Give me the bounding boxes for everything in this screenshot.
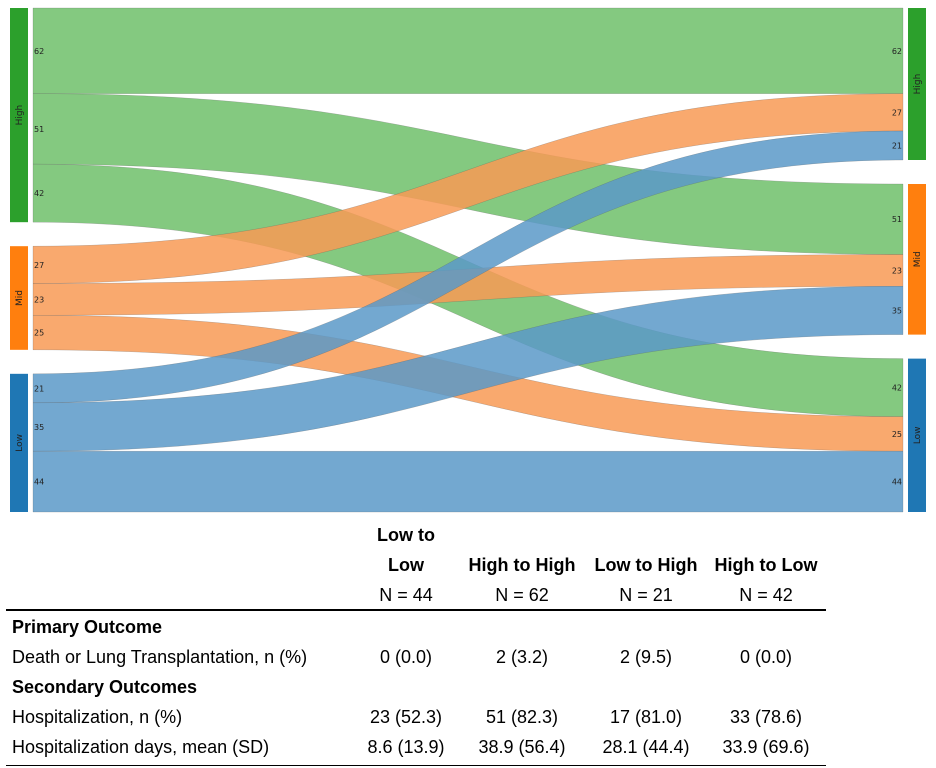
flow-label-left-low-low: 44 xyxy=(34,478,44,487)
flow-label-right-high-low: 42 xyxy=(892,384,902,393)
flow-label-right-low-high: 21 xyxy=(892,141,902,150)
table-cell: 2 (9.5) xyxy=(619,647,673,667)
flow-label-right-mid-high: 27 xyxy=(892,108,902,117)
row-label: Hospitalization days, mean (SD) xyxy=(12,737,270,757)
table-cell: 0 (0.0) xyxy=(739,647,793,667)
right-bar-low xyxy=(908,358,926,512)
header-rule xyxy=(6,609,826,611)
table-header: Low to Low N = 44 High to High N = 62 Low to … xyxy=(0,520,936,610)
column-header-0: Low to Low N = 44 xyxy=(341,520,471,610)
column-n: N = 42 xyxy=(739,585,793,605)
flow-label-right-low-low: 44 xyxy=(892,478,902,487)
sankey-diagram: 62 62 51 51 42 42 27 27 23 23 25 25 21 21 35 35 44 44 High… xyxy=(10,7,926,513)
table-cell: 33.9 (69.6) xyxy=(722,737,810,757)
column-n: N = 44 xyxy=(379,585,433,605)
flow-label-right-mid-mid: 23 xyxy=(892,266,902,275)
left-bar-mid xyxy=(10,246,28,350)
left-bar-label-mid: Mid xyxy=(15,290,25,306)
row-label: Death or Lung Transplantation, n (%) xyxy=(12,647,308,667)
flow-label-right-high-high: 62 xyxy=(892,47,902,56)
right-bar-label-mid: Mid xyxy=(913,251,923,267)
table-cell: 38.9 (56.4) xyxy=(478,737,566,757)
right-bar-mid xyxy=(908,184,926,335)
left-bar-high xyxy=(10,8,28,223)
table-row: Hospitalization, n (%) 23 (52.3) 51 (82.3)… xyxy=(0,702,936,732)
row-label: Secondary Outcomes xyxy=(12,677,198,697)
column-title: Low to xyxy=(377,525,435,545)
column-header-2: Low to High N = 21 xyxy=(581,520,711,610)
bottom-rule xyxy=(6,765,826,766)
column-header-3: High to Low N = 42 xyxy=(701,520,831,610)
left-bar-label-high: High xyxy=(15,105,25,126)
flow-label-right-low-mid: 35 xyxy=(892,306,902,315)
column-title: High to High xyxy=(468,555,576,575)
column-n: N = 21 xyxy=(619,585,673,605)
table-cell: 17 (81.0) xyxy=(609,707,683,727)
column-title: High to Low xyxy=(714,555,818,575)
left-bar-label-low: Low xyxy=(15,434,25,452)
flow-high-to-high xyxy=(32,7,904,94)
table-cell: 23 (52.3) xyxy=(369,707,443,727)
table-row: Hospitalization days, mean (SD) 8.6 (13.9… xyxy=(0,732,936,762)
right-bar-high xyxy=(908,8,926,160)
table-row: Death or Lung Transplantation, n (%) 0 (0… xyxy=(0,642,936,672)
table-cell: 8.6 (13.9) xyxy=(367,737,445,757)
table-cell: 33 (78.6) xyxy=(729,707,803,727)
row-label: Primary Outcome xyxy=(12,617,163,637)
right-bar-label-high: High xyxy=(913,74,923,95)
flow-label-left-low-mid: 35 xyxy=(34,423,44,432)
flow-label-left-low-high: 21 xyxy=(34,384,44,393)
column-header-1: High to High N = 62 xyxy=(457,520,587,610)
row-label: Hospitalization, n (%) xyxy=(12,707,183,727)
column-n: N = 62 xyxy=(495,585,549,605)
flow-low-to-low xyxy=(32,450,904,513)
section-row: Secondary Outcomes xyxy=(0,672,936,702)
table-cell: 2 (3.2) xyxy=(495,647,549,667)
column-title: Low xyxy=(388,555,424,575)
flow-low-to-mid xyxy=(32,286,904,452)
flow-label-right-high-mid: 51 xyxy=(892,215,902,224)
flow-low-to-high xyxy=(32,130,904,404)
table-cell: 28.1 (44.4) xyxy=(602,737,690,757)
flow-label-left-mid-low: 25 xyxy=(34,329,44,338)
column-title: Low to High xyxy=(594,555,698,575)
flow-label-left-high-high: 62 xyxy=(34,47,44,56)
flow-label-left-high-low: 42 xyxy=(34,189,44,198)
left-bar-low xyxy=(10,373,28,512)
table-cell: 51 (82.3) xyxy=(485,707,559,727)
flow-label-left-high-mid: 51 xyxy=(34,125,44,134)
section-row: Primary Outcome xyxy=(0,612,936,642)
table-cell: 0 (0.0) xyxy=(379,647,433,667)
right-bar-label-low: Low xyxy=(913,426,923,444)
flow-label-right-mid-low: 25 xyxy=(892,430,902,439)
flow-label-left-mid-high: 27 xyxy=(34,261,44,270)
flow-label-left-mid-mid: 23 xyxy=(34,295,44,304)
